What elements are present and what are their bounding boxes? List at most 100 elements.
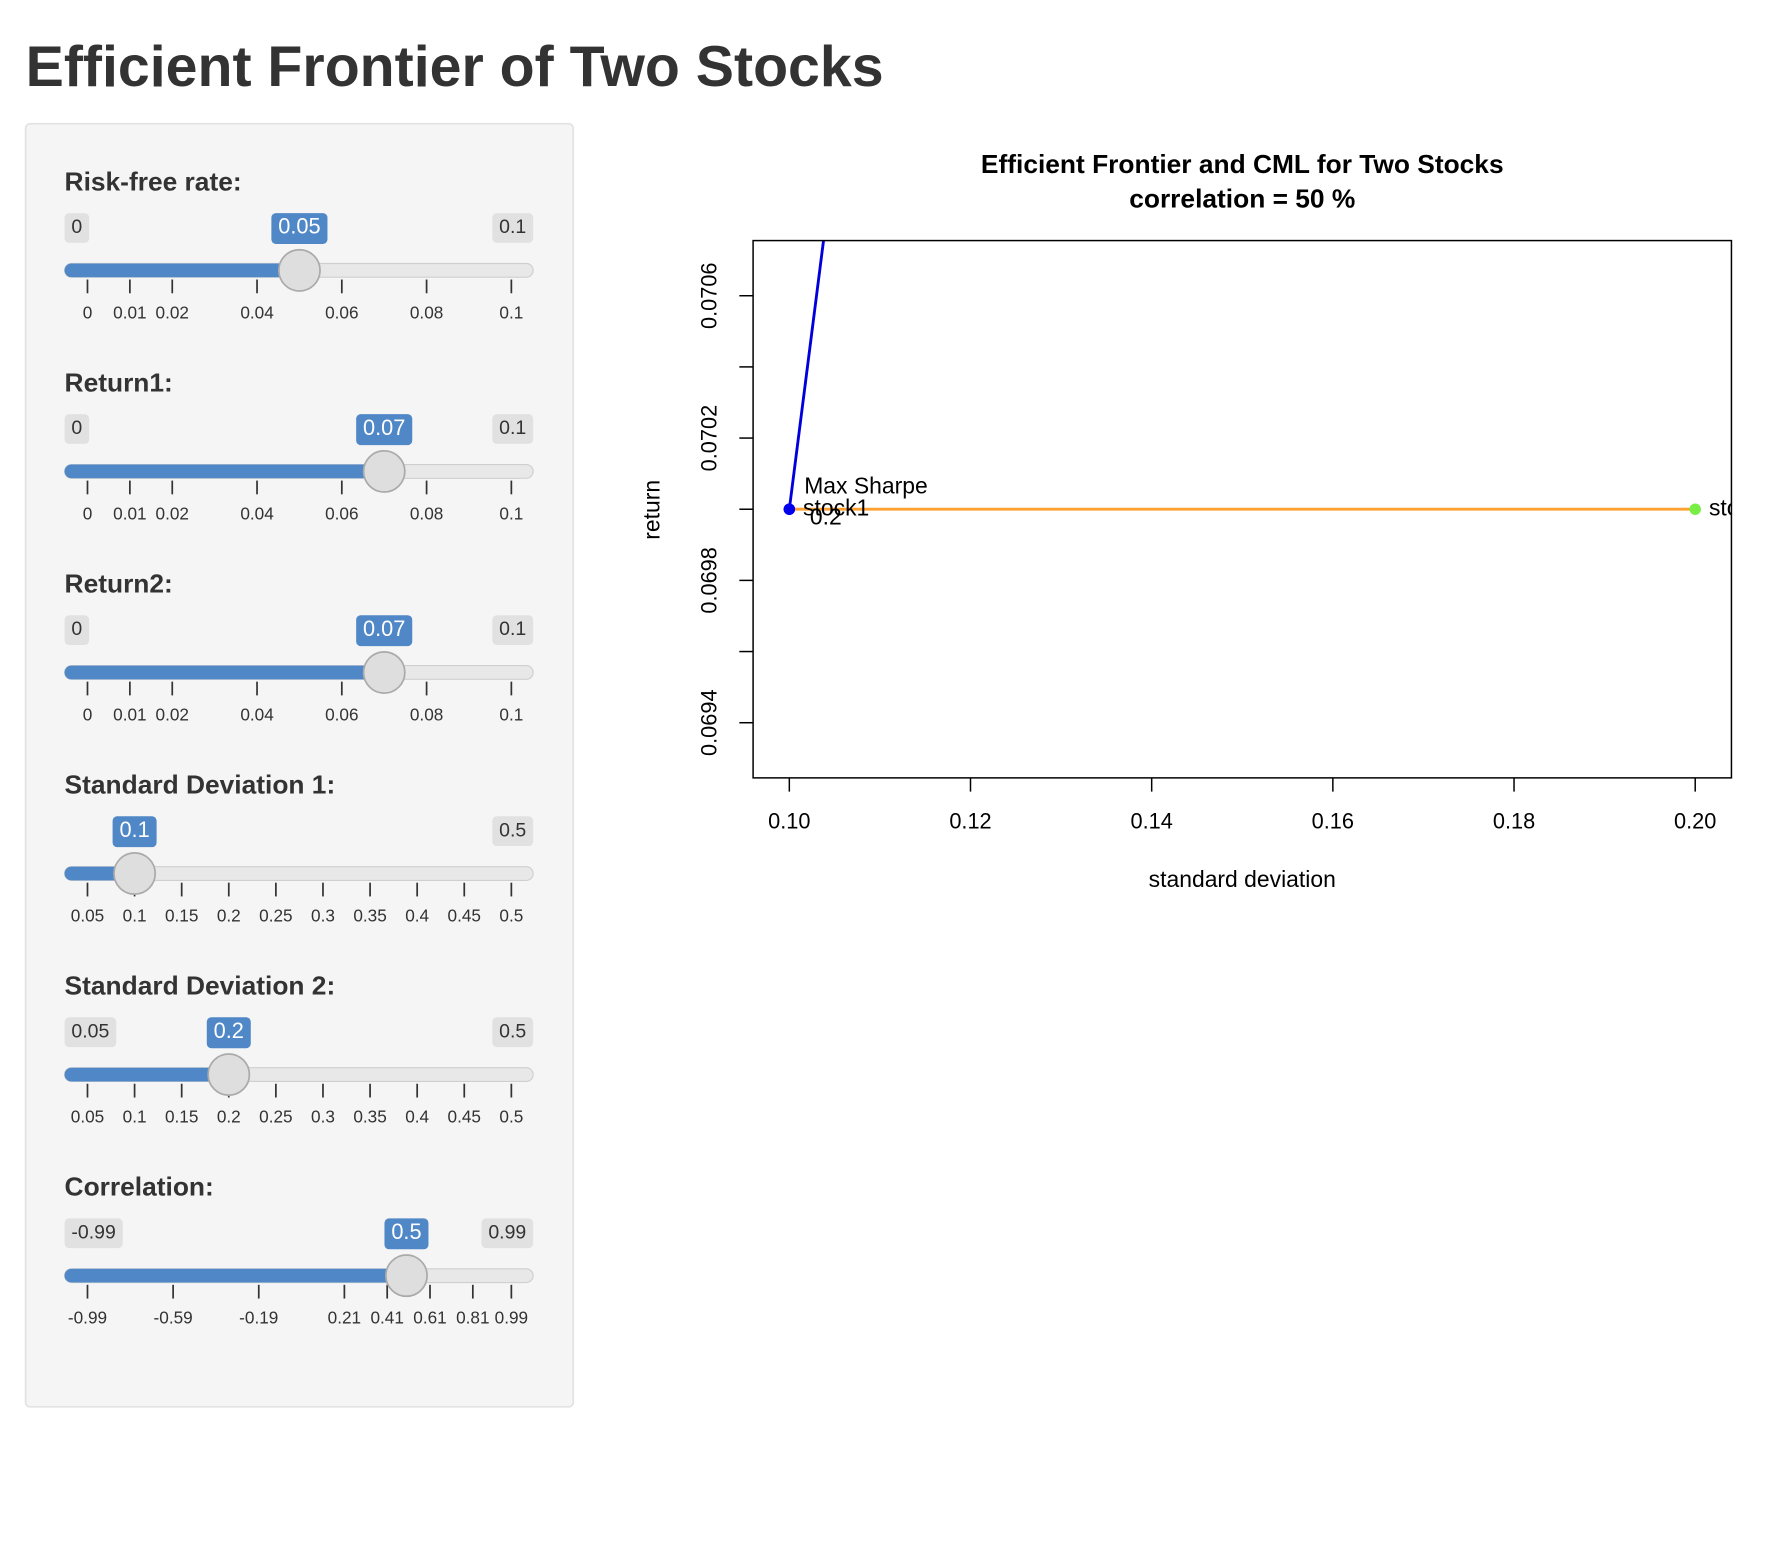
- slider-tick-label: 0.4: [405, 906, 429, 926]
- slider-max-label-box: [492, 213, 534, 243]
- slider-tick-label: 0.1: [123, 1107, 147, 1127]
- slider-handle[interactable]: [362, 650, 406, 694]
- x-tick-label: 0.14: [1131, 808, 1173, 833]
- slider-value-box: [206, 1017, 251, 1049]
- slider-handle[interactable]: [113, 852, 157, 896]
- slider-tick-label: 0.1: [499, 302, 523, 322]
- series-line: [787, 240, 825, 510]
- slider-label: Correlation:: [65, 1172, 214, 1202]
- slider-value-box: [356, 414, 413, 446]
- slider-min-label-box: [64, 1218, 123, 1249]
- slider-tick-label: 0: [83, 302, 93, 322]
- slider-label: Risk-free rate:: [65, 166, 242, 196]
- slider-tick-label: 0.04: [240, 302, 274, 322]
- slider-tick-label: 0.08: [410, 705, 443, 725]
- x-tick-label: 0.20: [1674, 808, 1716, 833]
- slider-value-label: 0.1: [119, 817, 149, 842]
- slider-value-label: 0.5: [391, 1219, 421, 1244]
- slider-value-label: 0.05: [278, 214, 320, 239]
- slider-min-label: 0: [71, 618, 82, 640]
- slider-tick-label: 0.35: [353, 906, 386, 926]
- slider-tick-label: 0.3: [311, 906, 335, 926]
- slider-tick-label: 0: [83, 503, 93, 523]
- slider-min-label: -0.99: [71, 1221, 115, 1243]
- y-tick-label: 0.0694: [696, 689, 721, 756]
- slider-max-label: 0.5: [499, 1020, 526, 1042]
- slider-tick-label: 0.06: [325, 705, 358, 725]
- slider-handle[interactable]: [277, 248, 321, 292]
- slider-max-label: 0.1: [499, 216, 526, 238]
- slider-tick-label: 0.1: [123, 906, 147, 926]
- slider-tick-label: 0.08: [410, 503, 443, 523]
- slider-min-label: 0.05: [71, 1020, 109, 1042]
- plot-frame: [752, 239, 1733, 779]
- slider-max-label-box: [492, 1017, 534, 1048]
- max-sharpe-point: [783, 503, 796, 515]
- slider-value-label: 0.07: [363, 616, 405, 641]
- slider-max-label: 0.1: [499, 417, 526, 439]
- slider-value-label: 0.2: [214, 1018, 244, 1043]
- sidebar-panel: [24, 122, 575, 1408]
- slider-tick-label: -0.59: [154, 1308, 193, 1328]
- slider-max-label: 0.99: [488, 1221, 526, 1243]
- slider-label: Return2:: [65, 568, 173, 598]
- x-tick-label: 0.16: [1312, 808, 1354, 833]
- slider-group: Risk-free rate: 0 0.1 0 0.01 0.02 0.04 0.06 0.08…: [64, 166, 534, 1328]
- slider-tick-label: 0.02: [156, 302, 189, 322]
- slider-tick-label: -0.19: [239, 1308, 278, 1328]
- x-axis-label: standard deviation: [1149, 866, 1336, 892]
- slider-tick-label: 0.45: [448, 906, 481, 926]
- slider-label: Standard Deviation 1:: [65, 769, 336, 799]
- slider-label: Return1:: [65, 367, 173, 397]
- slider-tick-label: 0.5: [499, 906, 523, 926]
- slider-value-label: 0.07: [363, 415, 405, 440]
- y-tick-label: 0.0702: [696, 405, 721, 472]
- slider-value-box: [271, 213, 328, 245]
- slider-tick-label: 0.05: [71, 1107, 104, 1127]
- slider-tick-label: 0.05: [71, 906, 104, 926]
- slider-tick-label: 0.45: [448, 1107, 481, 1127]
- slider-fill: [64, 1067, 229, 1082]
- slider-tick-label: 0.25: [259, 906, 292, 926]
- plot-area: stock1 stock2: [787, 240, 1731, 520]
- x-tick-label: 0.12: [949, 808, 991, 833]
- slider-tick-label: 0.15: [165, 1107, 198, 1127]
- slider-max-label-box: [481, 1218, 534, 1249]
- y-tick-label: 0.0698: [696, 547, 721, 614]
- slider-handle[interactable]: [384, 1254, 428, 1298]
- slider-tick-label: 0.99: [495, 1308, 528, 1328]
- chart-title: Efficient Frontier and CML for Two Stock…: [981, 149, 1504, 179]
- slider-tick-label: 0.2: [217, 906, 241, 926]
- slider-tick-label: 0.4: [405, 1107, 429, 1127]
- slider-tick-label: 0.01: [113, 302, 146, 322]
- slider-tick-label: 0.01: [113, 503, 146, 523]
- slider-min-label: 0: [71, 417, 82, 439]
- slider-tick-label: 0.06: [325, 503, 358, 523]
- slider-tick-label: 0.41: [370, 1308, 403, 1328]
- slider-tick-label: 0.06: [325, 302, 358, 322]
- slider-value-box: [356, 615, 413, 647]
- slider-value-box: [384, 1218, 429, 1250]
- slider-tick-label: 0.15: [165, 906, 198, 926]
- slider-tick-label: 0.2: [217, 1107, 241, 1127]
- slider-tick-label: 0.5: [499, 1107, 523, 1127]
- chart-subtitle: correlation = 50 %: [1129, 183, 1355, 213]
- slider-handle[interactable]: [362, 449, 406, 493]
- slider-min-label-box: [64, 615, 90, 645]
- slider-min-label: 0: [71, 216, 82, 238]
- chart: Efficient Frontier and CML for Two Stock…: [638, 149, 1733, 892]
- slider-tick-label: 0.35: [353, 1107, 386, 1127]
- slider-max-label: 0.1: [499, 618, 526, 640]
- slider-max-label: 0.5: [499, 819, 526, 841]
- slider-tick-label: 0.61: [413, 1308, 446, 1328]
- slider-tick-label: -0.99: [68, 1308, 107, 1328]
- slider-tick-label: 0: [83, 705, 93, 725]
- slider-tick-label: 0.04: [240, 705, 274, 725]
- stock-point: [1689, 503, 1701, 515]
- slider-handle[interactable]: [207, 1053, 251, 1097]
- slider-tick-label: 0.04: [240, 503, 274, 523]
- point-label: stock1: [803, 494, 869, 520]
- x-tick-label: 0.10: [768, 808, 810, 833]
